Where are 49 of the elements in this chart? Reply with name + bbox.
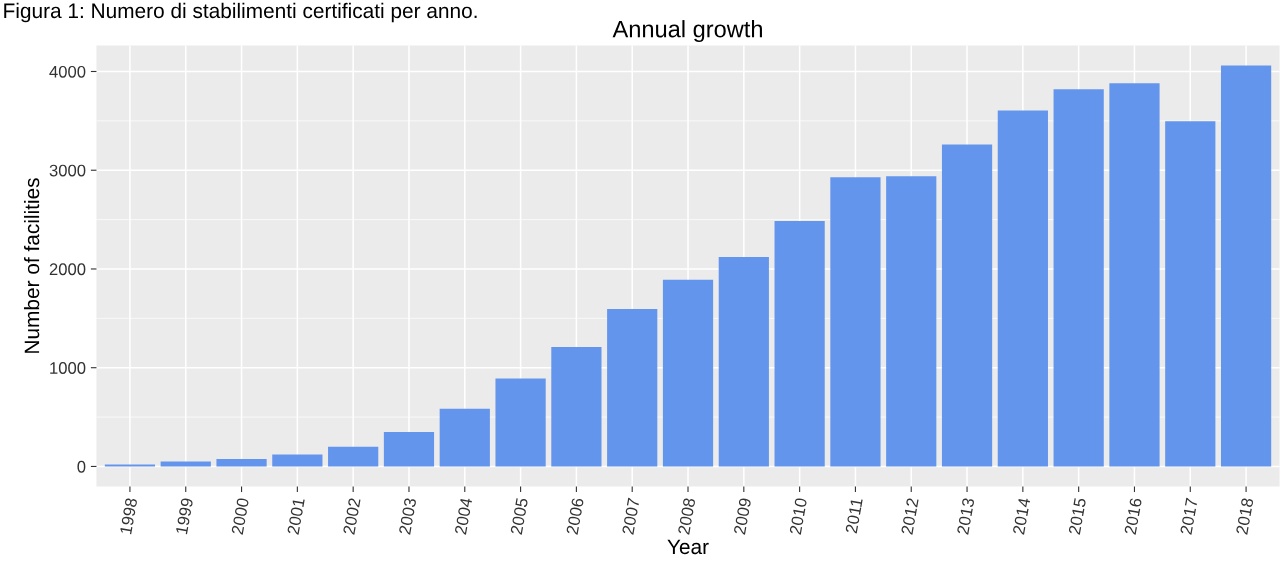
y-tick-label: 2000: [49, 263, 86, 276]
x-tick-label: 2014: [1012, 497, 1031, 535]
bar: [830, 177, 881, 467]
x-tick-label: 2004: [454, 497, 473, 535]
bar: [774, 221, 825, 467]
x-axis-title: Year: [667, 539, 709, 555]
y-axis-title: Number of facilities: [23, 178, 40, 353]
y-tick-label: 0: [77, 460, 86, 473]
y-tick-label: 4000: [49, 65, 86, 78]
bar: [272, 454, 323, 467]
x-tick-label: 2009: [733, 497, 752, 535]
bar: [886, 176, 937, 467]
bar: [1053, 89, 1104, 467]
x-tick-label: 2001: [287, 497, 305, 535]
bar: [718, 257, 769, 467]
x-tick-label: 2018: [1235, 497, 1254, 535]
x-tick-label: 2007: [621, 497, 640, 535]
bar: [997, 110, 1048, 467]
x-tick-label: 2010: [789, 497, 808, 535]
y-tick-label: 1000: [50, 362, 86, 374]
bar: [1220, 65, 1272, 467]
bar: [551, 346, 602, 467]
bar: [1109, 83, 1160, 467]
bar: [941, 144, 993, 467]
y-tick-label: 3000: [49, 164, 86, 177]
x-tick-label: 2016: [1124, 497, 1142, 535]
x-tick-label: 2005: [510, 497, 529, 535]
bar: [216, 459, 267, 467]
x-tick-label: 1999: [175, 497, 194, 535]
bar: [662, 279, 714, 467]
x-tick-label: 1998: [119, 497, 138, 535]
x-tick-label: 2000: [231, 497, 250, 535]
x-tick-label: 2002: [342, 497, 361, 535]
x-tick-label: 2015: [1068, 497, 1087, 535]
chart-title: Annual growth: [612, 20, 762, 43]
bar: [495, 378, 546, 467]
bar: [607, 308, 658, 467]
x-tick-label: 2006: [566, 497, 584, 535]
bar: [383, 431, 435, 467]
x-tick-label: 2012: [900, 497, 919, 535]
text: Figura 1: Numero di stabilimenti certificati per anno.: [4, 2, 477, 23]
bar: [328, 446, 379, 467]
x-tick-label: 2008: [677, 497, 696, 535]
bar: [1165, 121, 1216, 467]
bar: [439, 408, 490, 467]
x-tick-label: 2003: [398, 497, 417, 535]
x-tick-label: 2011: [845, 497, 863, 534]
x-tick-label: 2013: [956, 497, 975, 535]
x-tick-label: 2017: [1179, 497, 1198, 535]
